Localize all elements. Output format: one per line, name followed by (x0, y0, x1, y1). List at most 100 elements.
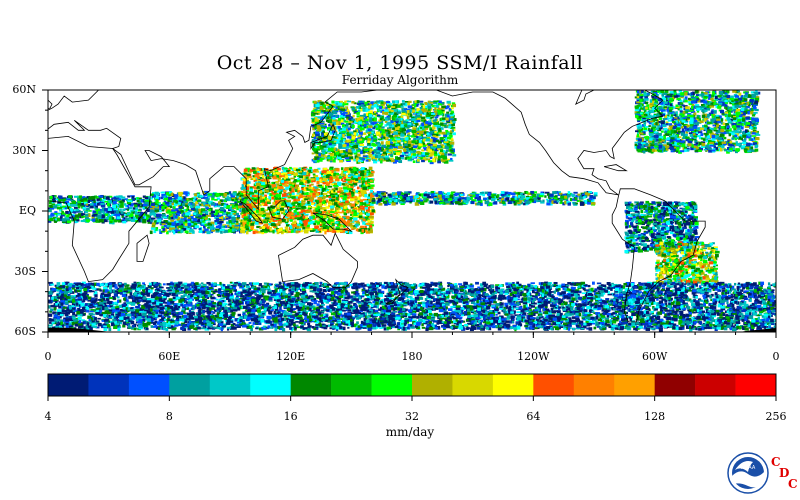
rain-cell (340, 204, 346, 208)
rain-cell (366, 158, 371, 162)
rain-cell (359, 172, 365, 177)
rain-cell (249, 186, 253, 189)
rain-cell (164, 204, 168, 207)
rain-cell (446, 111, 450, 114)
rain-cell (245, 191, 249, 194)
rain-cell (325, 206, 330, 209)
rain-cell (388, 110, 393, 114)
rain-cell (173, 203, 177, 207)
rain-cell (231, 196, 236, 200)
rain-cell (261, 195, 264, 197)
rain-cell (187, 203, 191, 206)
rain-cell (364, 225, 367, 229)
rain-cell (177, 196, 182, 200)
rain-cell (330, 147, 335, 152)
rain-cell (343, 151, 348, 154)
rain-cell (336, 204, 339, 209)
rain-cell (364, 200, 369, 204)
rain-cell (199, 195, 204, 198)
rain-cell (440, 152, 445, 156)
rain-cell (289, 212, 293, 215)
rain-cell (359, 127, 365, 131)
rain-cell (309, 202, 315, 206)
rain-cell (436, 114, 440, 117)
rain-cell (281, 202, 285, 206)
rain-cell (294, 217, 299, 220)
rain-cell (393, 148, 398, 151)
rain-cell (293, 172, 298, 176)
rain-cell (187, 216, 191, 220)
rain-cell (291, 192, 295, 196)
rain-cell (73, 195, 79, 198)
rain-cell (81, 213, 86, 216)
rain-cell (161, 223, 166, 226)
rain-cell (451, 118, 457, 122)
rain-cell (130, 213, 134, 217)
rain-cell (320, 101, 324, 105)
rain-cell (166, 203, 170, 207)
rain-cell (301, 213, 305, 217)
rain-cell (155, 227, 158, 231)
rain-cell (272, 202, 276, 205)
rain-cell (70, 203, 75, 207)
rain-cell (180, 216, 183, 219)
rain-cell (295, 196, 299, 200)
rain-cell (326, 177, 330, 182)
rain-cell (246, 185, 250, 188)
rain-cell (149, 230, 153, 235)
rain-cell (406, 109, 410, 114)
rain-cell (421, 111, 425, 114)
rain-cell (348, 194, 352, 198)
rain-cell (365, 213, 370, 216)
rain-cell (336, 149, 339, 152)
rain-cell (279, 175, 282, 177)
rain-cell (401, 152, 406, 155)
rain-cell (71, 215, 76, 219)
rain-cell (237, 207, 242, 211)
rain-cell (230, 225, 233, 228)
rain-cell (79, 216, 83, 219)
rain-cell (90, 205, 94, 209)
rain-cell (344, 139, 347, 143)
rain-cell (69, 208, 74, 212)
rain-cell (330, 144, 335, 149)
rain-cell (231, 220, 237, 224)
rain-cell (99, 200, 103, 203)
rain-cell (305, 176, 309, 179)
rain-cell (271, 184, 277, 188)
rain-cell (355, 177, 359, 181)
rain-cell (416, 151, 421, 154)
rain-cell (399, 154, 405, 158)
rain-cell (438, 132, 443, 135)
rain-cell (234, 228, 237, 230)
rain-cell (393, 100, 398, 104)
rain-cell (449, 117, 455, 120)
rain-cell (319, 223, 322, 226)
rain-cell (279, 207, 284, 211)
rain-cell (418, 145, 422, 149)
rain-cell (369, 215, 374, 219)
rain-cell (432, 125, 435, 128)
rain-cell (243, 189, 246, 191)
rain-cell (277, 228, 281, 232)
rain-cell (446, 137, 452, 140)
rain-cell (373, 135, 376, 138)
rain-cell (70, 199, 74, 202)
rain-cell (375, 141, 380, 145)
rain-cell (247, 211, 252, 213)
rain-cell (314, 156, 318, 160)
rain-cell (252, 170, 257, 174)
rain-cell (438, 151, 442, 155)
rain-cell (170, 219, 174, 222)
rain-cell (354, 171, 358, 175)
rain-cell (87, 204, 92, 207)
rain-cell (293, 167, 298, 171)
rain-cell (79, 211, 83, 213)
rain-cell (308, 186, 311, 190)
rain-cell (349, 220, 353, 223)
rain-cell (314, 126, 318, 130)
rain-cell (436, 124, 441, 128)
rain-cell (161, 226, 165, 230)
rain-cell (383, 106, 386, 109)
rain-cell (271, 222, 275, 225)
